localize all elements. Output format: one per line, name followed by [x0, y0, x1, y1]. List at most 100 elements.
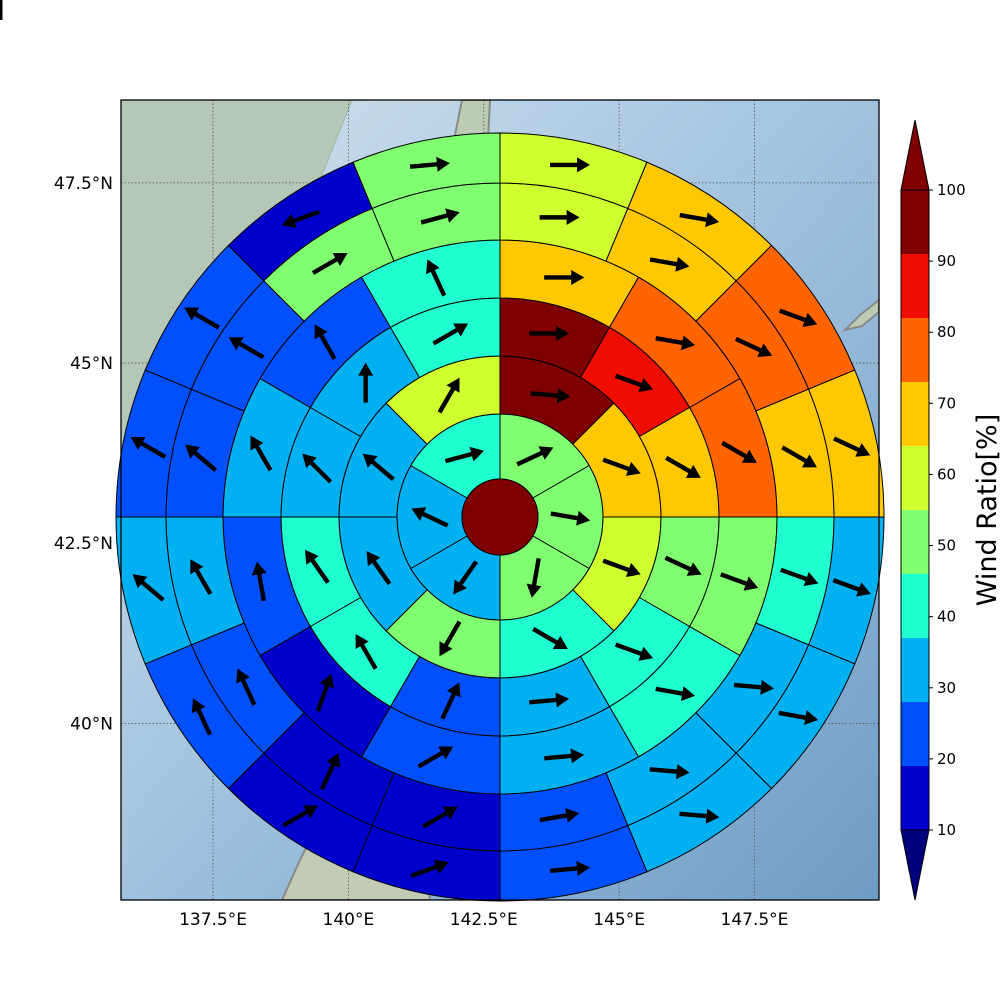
wind-arrow-ring4-1	[544, 269, 585, 285]
wind-arrow-ring6-4	[833, 436, 871, 457]
wind-arrow-ring6-2	[679, 212, 720, 228]
colorbar-tick-label: 70	[937, 394, 956, 412]
y-tick-label: 47.5°N	[54, 174, 113, 194]
wind-arrow-ring1-5	[411, 507, 449, 528]
colorbar-outline	[900, 189, 930, 831]
map-frame	[120, 99, 880, 901]
colorbar-tick-label: 20	[937, 750, 956, 768]
wind-arrow-ring5-13	[185, 444, 218, 472]
wind-arrow-ring4-8	[315, 673, 335, 712]
wind-arrow-ring6-9	[410, 859, 449, 879]
wind-arrows	[0, 0, 871, 879]
wind-arrow-ring4-11	[314, 324, 337, 361]
axis-ticks: 137.5°E 140°E 142.5°E 145°E 147.5°E 47.5°N 45°…	[54, 174, 789, 930]
wind-arrow-ring3-6	[529, 692, 570, 708]
wind-arrow-ring6-12	[132, 574, 165, 602]
wind-arrow-ring5-15	[311, 252, 348, 275]
sector-rings	[116, 133, 885, 902]
y-tick-label: 42.5°N	[54, 534, 113, 554]
x-tick-label: 145°E	[593, 910, 645, 930]
colorbar-segment	[901, 510, 929, 574]
wind-arrow-ring3-1	[529, 325, 570, 341]
wind-arrow-ring2-7	[362, 453, 395, 482]
wind-arrow-ring4-2	[655, 335, 696, 351]
wind-arrow-ring5-5	[780, 567, 819, 587]
colorbar-label: Wind Ratio[%]	[972, 414, 1000, 606]
wind-arrow-ring5-16	[420, 208, 460, 225]
wind-arrow-ring4-12	[426, 259, 447, 297]
wind-arrow-ring5-1	[539, 209, 580, 225]
wind-arrow-ring2-6	[366, 551, 392, 586]
wind-arrow-ring2-1	[530, 388, 571, 404]
wind-arrow-ring3-2	[614, 373, 654, 393]
wind-arrow-ring5-2	[649, 256, 690, 272]
wind-arrow-ring3-5	[614, 642, 654, 661]
colorbar-segment	[901, 190, 929, 254]
wind-arrow-ring5-4	[781, 445, 817, 468]
wind-arrow-ring6-14	[184, 307, 220, 330]
wind-arrow-ring3-9	[305, 549, 330, 584]
wind-arrow-ring4-5	[655, 686, 696, 701]
colorbar-tick-label: 30	[937, 679, 956, 697]
wind-arrow-ring1-4	[453, 560, 479, 595]
wind-arrow-ring4-6	[544, 748, 585, 764]
wind-arrow-ring6-8	[549, 861, 590, 876]
wind-arrow-ring6-7	[679, 808, 720, 824]
wind-arrow-ring6-15	[281, 209, 321, 228]
wind-arrow-ring6-11	[191, 698, 212, 736]
colorbar-tick-label: 50	[937, 537, 956, 555]
wind-arrow-ring4-9	[251, 561, 267, 602]
wind-arrow-ring3-8	[355, 634, 378, 670]
wind-arrow-ring5-9	[421, 806, 458, 829]
wind-arrow-ring6-13	[130, 436, 167, 459]
wind-arrow-ring5-7	[649, 764, 690, 780]
wind-arrow-ring6-10	[282, 805, 318, 828]
wind-arrow-ring3-4	[664, 555, 702, 576]
wind-arrow-ring3-7	[440, 682, 461, 720]
x-tick-label: 147.5°E	[721, 910, 789, 930]
colorbar-segment	[901, 766, 929, 830]
colorbar-segment	[901, 574, 929, 638]
wind-arrow-ring3-10	[302, 453, 333, 484]
wind-arrow-ring4-3	[721, 440, 757, 463]
wind-arrow-ring3-12	[432, 323, 469, 346]
wind-arrow-ring6-5	[832, 578, 871, 597]
colorbar-segment	[901, 446, 929, 510]
wind-arrow-ring4-4	[720, 572, 759, 591]
wind-arrow-ring5-10	[319, 752, 341, 791]
y-tick-label: 40°N	[70, 714, 113, 734]
colorbar-extend-top	[900, 119, 930, 191]
colorbar-tick-label: 10	[937, 821, 956, 839]
wind-arrow-ring5-12	[190, 559, 213, 596]
colorbar-tick-label: 100	[937, 181, 966, 199]
wind-arrow-ring6-6	[778, 710, 819, 726]
wind-arrow-ring2-8	[437, 377, 460, 414]
wind-arrow-ring3-3	[665, 455, 701, 478]
colorbar-extend-bottom	[900, 829, 930, 901]
colorbar-tick-label: 40	[937, 608, 956, 626]
wind-arrow-ring3-11	[358, 362, 374, 403]
wind-arrow-ring4-10	[250, 435, 273, 472]
wind-arrow-ring5-8	[539, 808, 580, 823]
wind-arrow-ring1-3	[526, 557, 542, 598]
wind-arrow-ring2-3	[602, 558, 641, 577]
colorbar-segment	[901, 638, 929, 702]
center-disk	[461, 478, 539, 556]
wind-arrow-ring6-3	[778, 308, 818, 327]
colorbar-segment	[901, 318, 929, 382]
colorbar-tick-label: 60	[937, 465, 956, 483]
colorbar-tick-label: 80	[937, 323, 956, 341]
landmass-kuril	[841, 298, 879, 332]
wind-arrow-ring5-6	[733, 679, 774, 695]
wind-arrow-ring2-4	[532, 627, 568, 649]
wind-arrow-ring1-1	[516, 446, 554, 467]
colorbar-tick-label: 90	[937, 252, 956, 270]
x-tick-label: 140°E	[323, 910, 375, 930]
wind-arrow-ring5-3	[734, 336, 773, 358]
wind-arrow-ring5-11	[236, 668, 257, 706]
wind-arrow-ring5-14	[228, 337, 265, 360]
y-tick-label: 45°N	[70, 354, 113, 374]
wind-arrow-ring2-5	[439, 620, 462, 657]
